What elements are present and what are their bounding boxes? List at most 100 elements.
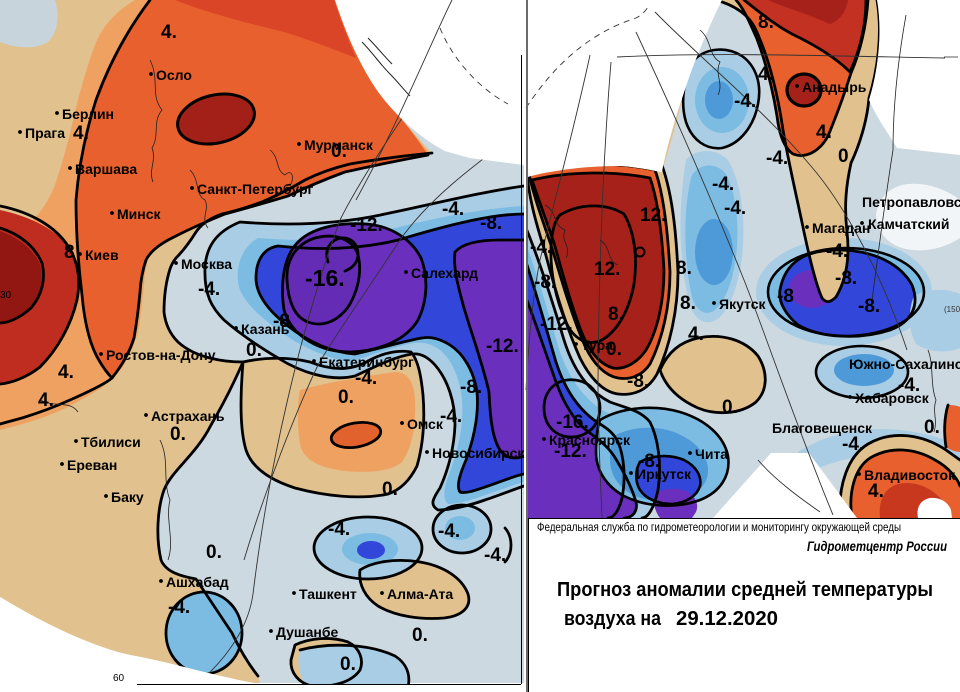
svg-text:-12.: -12. (350, 215, 383, 236)
svg-text:Петропавловск: Петропавловск (862, 194, 960, 210)
svg-text:0.: 0. (206, 542, 222, 563)
svg-text:8.: 8. (758, 12, 774, 33)
svg-text:воздуха на: воздуха на (564, 608, 662, 630)
svg-text:4.: 4. (688, 324, 704, 345)
svg-text:Тбилиси: Тбилиси (81, 434, 141, 450)
svg-text:4.: 4. (73, 123, 89, 144)
svg-text:0.: 0. (412, 625, 428, 646)
svg-text:-4.: -4. (198, 279, 220, 300)
svg-text:Омск: Омск (407, 416, 444, 432)
svg-text:-8: -8 (777, 286, 794, 307)
svg-text:0.: 0. (924, 417, 940, 438)
svg-text:Алма-Ата: Алма-Ата (387, 586, 453, 602)
svg-text:Мурманск: Мурманск (304, 137, 374, 153)
svg-text:Прага: Прага (25, 125, 65, 141)
svg-text:-12.: -12. (540, 314, 573, 335)
svg-text:-8.: -8. (638, 451, 660, 472)
svg-text:-4.: -4. (842, 434, 864, 455)
svg-text:-8.: -8. (835, 268, 857, 289)
svg-text:-4.: -4. (826, 241, 848, 262)
svg-text:-4.: -4. (766, 148, 788, 169)
svg-text:-8.: -8. (858, 296, 880, 317)
svg-text:Казань: Казань (241, 321, 290, 337)
svg-text:-16.: -16. (305, 265, 345, 291)
svg-text:0.: 0. (246, 340, 262, 361)
svg-text:-4.: -4. (438, 521, 460, 542)
svg-text:Красноярск: Красноярск (549, 432, 631, 448)
svg-text:Екатеринбург: Екатеринбург (319, 354, 414, 370)
svg-text:Варшава: Варшава (75, 161, 137, 177)
svg-text:0.: 0. (382, 479, 398, 500)
svg-text:0: 0 (838, 146, 849, 167)
svg-text:Минск: Минск (117, 206, 162, 222)
svg-text:-4.: -4. (898, 375, 920, 396)
svg-text:Берлин: Берлин (62, 106, 114, 122)
svg-text:0.: 0. (722, 397, 738, 418)
svg-text:Федеральная служба по гидромет: Федеральная служба по гидрометеорологии … (537, 520, 901, 534)
svg-text:-8.: -8. (460, 377, 482, 398)
svg-text:Южно-Сахалинск: Южно-Сахалинск (849, 356, 960, 372)
svg-text:-8: -8 (273, 311, 290, 332)
svg-text:12.: 12. (594, 259, 620, 280)
svg-text:-8.: -8. (534, 272, 556, 293)
svg-text:4.: 4. (758, 64, 774, 85)
svg-text:Санкт-Петербург: Санкт-Петербург (197, 181, 314, 197)
svg-text:-4.: -4. (440, 406, 462, 427)
svg-text:4.: 4. (58, 362, 74, 383)
svg-text:-4.: -4. (355, 368, 377, 389)
svg-text:Магадан: Магадан (812, 220, 870, 236)
svg-text:Иркутск: Иркутск (636, 466, 692, 482)
svg-text:-4.: -4. (484, 545, 506, 566)
svg-text:Прогноз аномалии средней темпе: Прогноз аномалии средней температуры (557, 579, 933, 601)
svg-text:Чита: Чита (695, 446, 728, 462)
svg-text:Баку: Баку (111, 489, 144, 505)
svg-text:Ташкент: Ташкент (299, 586, 357, 602)
svg-text:4.: 4. (38, 390, 54, 411)
svg-text:Новосибирск: Новосибирск (432, 445, 525, 461)
svg-text:-4.: -4. (442, 199, 464, 220)
svg-text:8: 8 (64, 242, 75, 263)
svg-text:0.: 0. (340, 654, 356, 675)
svg-text:-4.: -4. (168, 597, 190, 618)
svg-text:-4.: -4. (724, 198, 746, 219)
svg-text:Якутск: Якутск (719, 296, 766, 312)
svg-text:4.: 4. (868, 481, 884, 502)
svg-text:-4.: -4. (530, 237, 552, 258)
svg-text:-12.: -12. (486, 336, 519, 357)
svg-text:Астрахань: Астрахань (151, 408, 225, 424)
svg-text:Хабаровск: Хабаровск (855, 390, 930, 406)
svg-text:60: 60 (113, 673, 125, 684)
svg-text:-16.: -16. (556, 412, 589, 433)
svg-text:4.: 4. (816, 122, 832, 143)
svg-text:Осло: Осло (156, 67, 192, 83)
svg-text:-8.: -8. (480, 213, 502, 234)
svg-text:Ашхабад: Ашхабад (166, 574, 229, 590)
svg-text:8.: 8. (608, 304, 624, 325)
svg-text:Тура: Тура (581, 337, 613, 353)
svg-text:Душанбе: Душанбе (276, 624, 338, 640)
svg-text:-4.: -4. (734, 91, 756, 112)
svg-text:Киев: Киев (85, 247, 119, 263)
svg-text:4.: 4. (161, 22, 177, 43)
svg-text:29.12.2020: 29.12.2020 (676, 607, 778, 630)
svg-text:Благовещенск: Благовещенск (772, 420, 873, 436)
svg-text:Салехард: Салехард (411, 265, 478, 281)
svg-text:-8.: -8. (627, 371, 649, 392)
svg-text:0.: 0. (170, 424, 186, 445)
svg-text:(150: (150 (944, 305, 960, 314)
svg-text:-4.: -4. (328, 519, 350, 540)
svg-text:Камчатский: Камчатский (868, 216, 949, 232)
svg-text:Владивосток: Владивосток (864, 467, 956, 483)
svg-text:-4.: -4. (712, 174, 734, 195)
svg-text:Гидрометцентр России: Гидрометцентр России (807, 538, 947, 554)
svg-text:8.: 8. (680, 293, 696, 314)
svg-text:Ростов-на-Дону: Ростов-на-Дону (106, 347, 216, 363)
svg-text:-12.: -12. (554, 441, 587, 462)
svg-text:0.: 0. (331, 141, 347, 162)
svg-text:0.: 0. (338, 387, 354, 408)
svg-text:Москва: Москва (181, 256, 232, 272)
svg-text:30: 30 (0, 290, 12, 301)
svg-text:12.: 12. (640, 205, 666, 226)
svg-text:0.: 0. (606, 339, 622, 360)
svg-text:8.: 8. (676, 258, 692, 279)
